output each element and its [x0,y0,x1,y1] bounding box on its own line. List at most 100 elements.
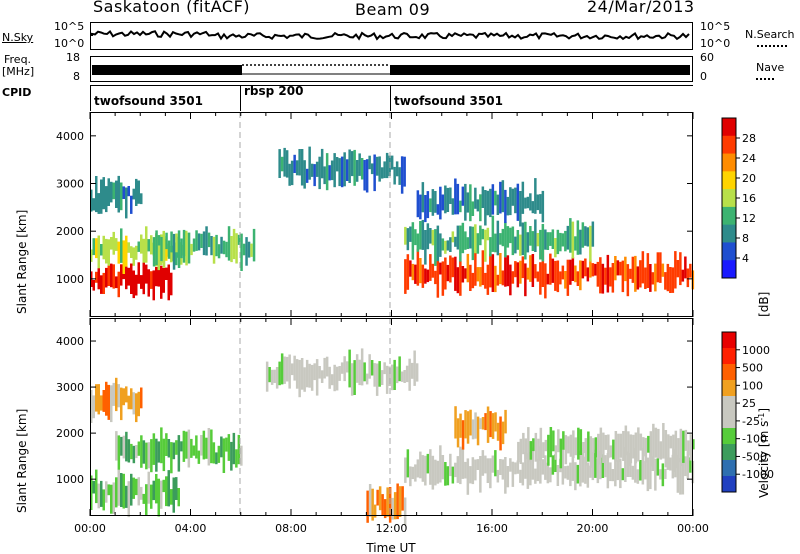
echo-cell [561,265,565,280]
echo-cell [197,450,201,464]
echo-cell [157,441,161,463]
echo-cell [521,256,525,279]
echo-cell [172,442,176,460]
echo-cell [416,233,420,252]
echo-cell [240,445,243,466]
echo-cell [539,262,542,295]
echo-cell [486,264,490,295]
nsky-ytick-top: 10^5 [54,20,85,33]
echo-cell [355,354,359,383]
echo-cell [92,480,95,494]
echo-cell [338,366,341,381]
echo-cell [454,462,457,478]
echo-cell [567,436,570,454]
echo-cell [454,236,457,247]
echo-cell [464,461,467,479]
echo-cell [461,186,465,206]
echo-cell [137,441,141,456]
echo-cell [459,225,462,262]
echo-cell [436,460,440,484]
echo-cell [654,458,657,491]
echo-cell [232,432,236,465]
echo-cell [514,261,517,278]
echo-cell [100,179,103,214]
echo-cell [684,456,687,477]
echo-cell [391,497,394,520]
xtick-label-1: 04:00 [175,522,207,535]
echo-cell [132,188,135,200]
echo-cell [436,261,440,298]
echo-cell [486,406,490,443]
echo-cell [187,232,191,264]
echo-cell [150,235,153,255]
power-chart: 1000 2000 3000 4000 Slant Range [km] 4 8 12 16… [15,112,771,317]
echo-cell [383,499,387,519]
echo-cell [122,240,125,274]
echo-cell [526,232,530,253]
echo-cell [684,429,688,451]
echo-cell [604,267,607,285]
echo-cell [591,452,595,481]
echo-cell [516,460,520,474]
nsearch-label: N.Search [745,28,795,41]
echo-cell [380,167,384,179]
echo-cell [152,433,156,465]
echo-cell [604,455,607,478]
colorbar-tick-label-3: 25 [742,397,756,410]
echo-cell [576,271,580,286]
echo-cell [634,447,637,483]
echo-cell [419,194,422,220]
echo-cell [689,263,692,278]
echo-cell [400,156,404,194]
echo-cell [649,431,653,467]
echo-cell [574,462,577,491]
echo-cell [95,469,98,504]
echo-cell [137,477,140,506]
echo-cell [624,447,627,482]
xtick-label-4: 16:00 [476,522,508,535]
echo-cell [175,440,178,455]
echo-cell [335,157,339,172]
echo-cell [614,458,617,487]
echo-cell [629,453,632,477]
echo-cell [641,447,645,485]
echo-cell [479,225,482,246]
echo-cell [616,460,620,481]
echo-cell [504,409,507,434]
echo-cell [589,436,593,468]
echo-cell [373,504,377,518]
velocity-xlabel: Time UT [365,541,416,554]
echo-cell [360,158,364,180]
echo-cell [373,363,376,387]
echo-cell [534,264,537,279]
echo-cell [335,366,339,391]
cpid-row: twofsound 3501 rbsp 200 twofsound 3501 [90,84,693,111]
echo-cell [619,458,622,489]
echo-cell [609,445,613,458]
echo-cell [270,369,274,385]
echo-cell [476,233,480,254]
echo-cell [556,229,560,255]
echo-cell [571,456,575,481]
echo-cell [629,268,632,279]
echo-cell [340,156,344,188]
echo-cell [566,225,570,250]
echo-cell [265,361,269,392]
echo-cell [471,419,475,440]
echo-cell [624,425,628,456]
echo-cell [170,231,173,253]
colorbar-tick-label-2: 12 [742,212,756,225]
echo-cell [408,358,411,391]
echo-cell [547,434,550,466]
echo-cell [511,188,515,206]
echo-cell [102,177,105,210]
echo-cell [97,260,100,290]
echo-cell [343,356,346,382]
echo-cell [571,221,575,259]
colorbar-frame [721,331,737,493]
echo-cell [200,435,203,456]
echo-cell [534,219,537,252]
echo-cell [165,267,168,280]
echo-cell [125,485,128,508]
echo-cell [102,390,105,412]
